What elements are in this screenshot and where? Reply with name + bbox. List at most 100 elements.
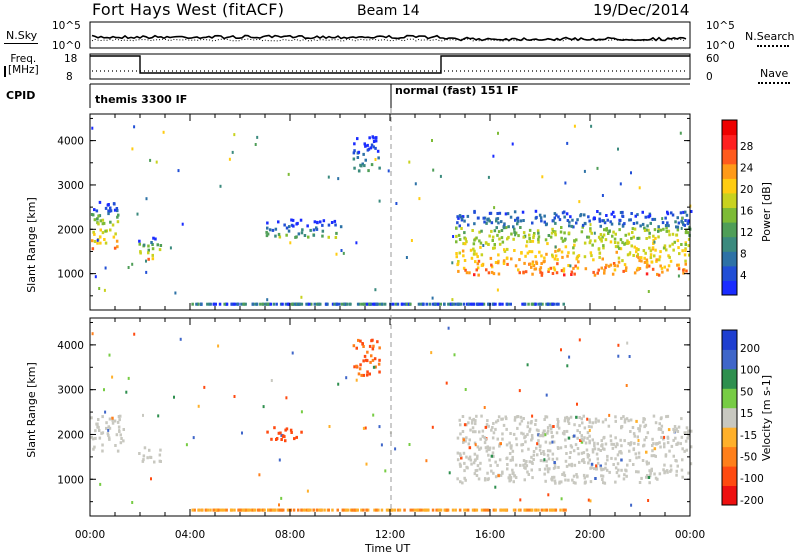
data-cell bbox=[505, 417, 508, 421]
data-cell bbox=[635, 419, 638, 423]
data-cell bbox=[556, 424, 559, 428]
data-cell bbox=[498, 242, 502, 246]
velocity-marks bbox=[90, 326, 693, 512]
data-cell bbox=[657, 235, 660, 239]
data-cell bbox=[380, 302, 384, 306]
data-cell bbox=[674, 428, 677, 432]
data-cell bbox=[131, 501, 134, 504]
data-cell bbox=[550, 435, 554, 439]
data-cell bbox=[620, 416, 623, 420]
data-cell bbox=[90, 416, 93, 420]
data-cell bbox=[113, 208, 117, 212]
data-cell bbox=[463, 423, 467, 427]
data-cell bbox=[580, 437, 583, 441]
data-cell bbox=[472, 247, 475, 251]
data-cell bbox=[573, 434, 576, 438]
data-cell bbox=[505, 302, 509, 306]
data-cell bbox=[458, 224, 461, 228]
data-cell bbox=[378, 199, 381, 203]
power-colorbar-swatch bbox=[722, 163, 737, 179]
nave-legend-line bbox=[758, 82, 790, 84]
data-cell bbox=[474, 443, 477, 447]
data-cell bbox=[509, 215, 513, 219]
data-cell bbox=[364, 426, 367, 430]
data-cell bbox=[686, 231, 690, 235]
data-cell bbox=[588, 420, 592, 424]
data-cell bbox=[626, 341, 629, 345]
data-cell bbox=[298, 302, 301, 306]
data-cell bbox=[507, 302, 510, 306]
data-cell bbox=[380, 443, 383, 447]
data-cell bbox=[656, 272, 659, 276]
data-cell bbox=[509, 302, 512, 306]
data-cell bbox=[127, 266, 130, 269]
data-cell bbox=[621, 224, 625, 228]
data-cell bbox=[563, 419, 567, 423]
data-cell bbox=[567, 231, 571, 235]
data-cell bbox=[528, 237, 531, 240]
data-cell bbox=[601, 219, 604, 223]
data-cell bbox=[676, 430, 680, 433]
data-cell bbox=[632, 235, 635, 239]
data-cell bbox=[490, 229, 493, 233]
data-cell bbox=[583, 476, 586, 480]
data-cell bbox=[306, 489, 309, 493]
data-cell bbox=[91, 332, 94, 336]
data-cell bbox=[680, 219, 683, 223]
data-cell bbox=[567, 478, 570, 482]
data-cell bbox=[457, 260, 460, 263]
data-cell bbox=[203, 385, 206, 389]
data-cell bbox=[498, 211, 502, 215]
data-cell bbox=[614, 232, 617, 236]
data-cell bbox=[532, 458, 535, 461]
data-cell bbox=[353, 166, 356, 170]
data-cell bbox=[432, 168, 435, 172]
data-cell bbox=[548, 508, 552, 512]
data-cell bbox=[464, 268, 467, 272]
velocity-colorbar-swatch bbox=[722, 407, 737, 428]
data-cell bbox=[321, 234, 324, 238]
data-cell bbox=[549, 235, 553, 239]
data-cell bbox=[258, 473, 261, 477]
data-cell bbox=[555, 213, 558, 217]
data-cell bbox=[467, 457, 471, 461]
data-cell bbox=[556, 417, 559, 421]
data-cell bbox=[330, 221, 334, 224]
data-cell bbox=[633, 245, 636, 249]
data-cell bbox=[592, 270, 595, 274]
data-cell bbox=[389, 302, 392, 306]
data-cell bbox=[573, 124, 576, 128]
data-cell bbox=[150, 241, 153, 244]
y-tick-label: 1000 bbox=[57, 474, 84, 486]
data-cell bbox=[467, 421, 470, 425]
data-cell bbox=[358, 367, 362, 371]
data-cell bbox=[619, 238, 623, 242]
data-cell bbox=[566, 254, 569, 258]
data-cell bbox=[479, 461, 482, 465]
data-cell bbox=[593, 441, 596, 445]
data-cell bbox=[505, 508, 508, 512]
data-cell bbox=[476, 255, 479, 259]
power-colorbar-swatch bbox=[722, 236, 737, 252]
data-cell bbox=[537, 433, 540, 437]
data-cell bbox=[458, 508, 462, 512]
data-cell bbox=[394, 302, 398, 306]
data-cell bbox=[551, 440, 554, 444]
data-cell bbox=[522, 219, 525, 222]
data-cell bbox=[485, 221, 488, 225]
data-cell bbox=[510, 257, 513, 261]
data-cell bbox=[518, 258, 521, 262]
data-cell bbox=[599, 464, 602, 468]
data-cell bbox=[531, 260, 535, 264]
data-cell bbox=[657, 225, 660, 229]
data-cell bbox=[545, 302, 548, 306]
data-cell bbox=[554, 231, 557, 235]
data-cell bbox=[643, 256, 646, 260]
data-cell bbox=[653, 217, 657, 221]
data-cell bbox=[539, 266, 543, 270]
data-cell bbox=[208, 302, 211, 306]
data-cell bbox=[547, 267, 551, 271]
data-cell bbox=[589, 251, 593, 255]
data-cell bbox=[544, 238, 548, 242]
